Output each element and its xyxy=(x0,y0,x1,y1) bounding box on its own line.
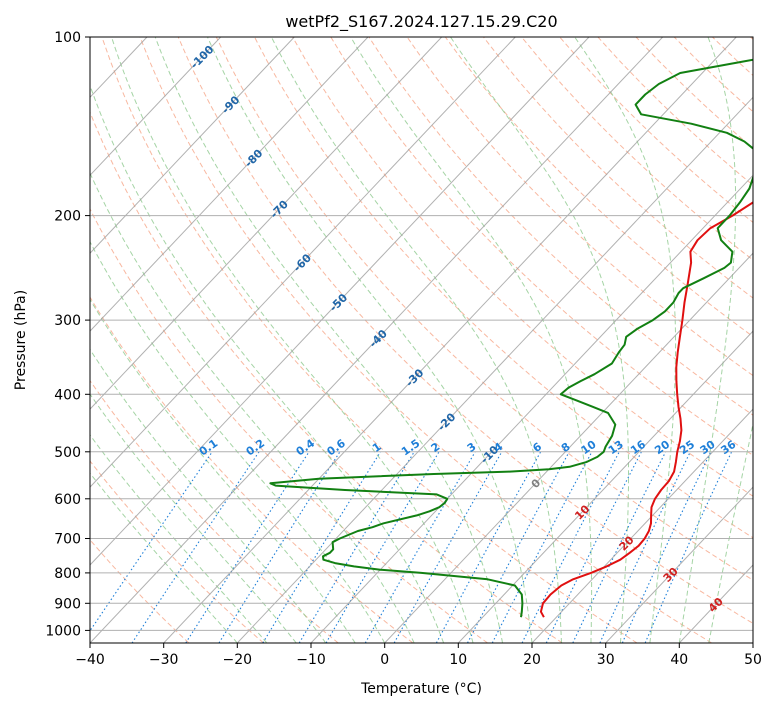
mixing-ratio-line xyxy=(298,451,415,643)
plot-frame xyxy=(89,36,754,644)
isotherm xyxy=(90,37,590,566)
mixing-ratio-line xyxy=(545,451,642,643)
plot-area: -100-90-80-70-60-50-40-30-20-10010203040… xyxy=(90,37,753,643)
mixing-ratio-line xyxy=(393,451,503,643)
mixing-ratio-line xyxy=(185,451,310,643)
moist-adiabat xyxy=(90,472,238,643)
moist-adiabat xyxy=(111,37,474,643)
chart-title: wetPf2_S167.2024.127.15.29.C20 xyxy=(285,12,557,32)
moist-adiabat xyxy=(90,240,386,643)
dry-adiabat xyxy=(292,37,753,497)
isotherm xyxy=(384,252,753,643)
isotherm xyxy=(163,37,737,643)
moist-adiabat xyxy=(574,37,677,643)
y-tick-label: 900 xyxy=(54,596,81,612)
dry-adiabat xyxy=(90,110,563,643)
x-tick-label: −10 xyxy=(296,652,326,668)
moist-adiabats xyxy=(90,37,753,643)
moist-adiabat xyxy=(708,421,753,643)
dry-adiabat xyxy=(177,37,753,624)
y-tick-label: 400 xyxy=(54,387,81,403)
dry-adiabat xyxy=(90,539,190,643)
dry-adiabat xyxy=(406,37,753,377)
mixing-ratio-line xyxy=(218,451,341,643)
isotherm xyxy=(605,486,753,643)
y-tick-label: 200 xyxy=(54,209,81,225)
y-tick-label: 300 xyxy=(54,313,81,329)
mixing-ratio-line xyxy=(467,451,570,643)
mixing-ratio-line xyxy=(90,451,213,632)
mixing-ratio-line xyxy=(262,451,381,643)
moist-adiabat xyxy=(350,37,593,643)
isotherm xyxy=(90,37,222,177)
y-axis-ticks: 100 200 300 400 500 600 700 800 900 1000 xyxy=(45,30,90,639)
dry-adiabat xyxy=(483,37,753,299)
isotherm xyxy=(90,37,516,488)
isotherm xyxy=(90,37,295,254)
moist-adiabat xyxy=(450,37,629,643)
dry-adiabat xyxy=(101,37,638,643)
moist-adiabat xyxy=(90,348,327,643)
x-tick-label: 10 xyxy=(449,652,467,668)
dry-adiabat xyxy=(368,37,753,416)
profiles xyxy=(269,58,753,618)
moist-adiabat xyxy=(207,37,533,643)
profile-line-1 xyxy=(539,201,753,618)
y-tick-label: 600 xyxy=(54,492,81,508)
mixing-ratio-line xyxy=(435,451,542,643)
isotherm xyxy=(310,174,753,643)
x-tick-label: 0 xyxy=(380,652,389,668)
y-tick-label: 1000 xyxy=(45,623,81,639)
y-tick-label: 100 xyxy=(54,30,81,46)
dry-adiabat xyxy=(215,37,753,581)
isotherm xyxy=(531,408,753,643)
moist-adiabat xyxy=(90,298,356,643)
moist-adiabat xyxy=(270,37,562,643)
profile-line-2 xyxy=(269,58,753,618)
dry-adiabat xyxy=(90,460,264,643)
mixing-ratio-line xyxy=(572,451,667,643)
y-axis-label: Pressure (hPa) xyxy=(13,290,29,390)
moist-adiabat xyxy=(154,37,503,643)
isotherms xyxy=(90,37,753,643)
x-axis-ticks: −40 −30 −20 −10 0 10 20 30 40 50 xyxy=(75,643,762,668)
x-tick-label: −40 xyxy=(75,652,105,668)
y-tick-label: 500 xyxy=(54,445,81,461)
isotherm xyxy=(457,330,753,643)
isotherm xyxy=(90,37,664,643)
y-tick-label: 700 xyxy=(54,532,81,548)
x-tick-label: −20 xyxy=(223,652,253,668)
moist-adiabat xyxy=(90,84,445,643)
x-axis-label: Temperature (°C) xyxy=(360,681,482,697)
x-tick-label: 40 xyxy=(670,652,688,668)
x-tick-label: 30 xyxy=(597,652,615,668)
isotherm xyxy=(90,37,369,332)
moist-adiabat xyxy=(678,37,737,643)
x-tick-label: 50 xyxy=(744,652,762,668)
x-tick-label: −30 xyxy=(149,652,179,668)
y-tick-label: 800 xyxy=(54,566,81,582)
x-tick-label: 20 xyxy=(523,652,541,668)
isotherm xyxy=(90,37,443,410)
